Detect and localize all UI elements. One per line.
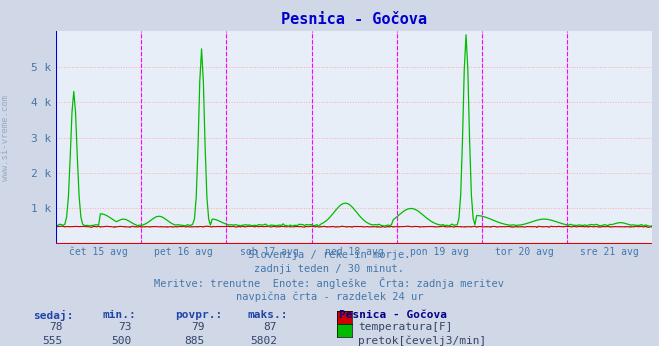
Text: Meritve: trenutne  Enote: angleške  Črta: zadnja meritev: Meritve: trenutne Enote: angleške Črta: … — [154, 277, 505, 290]
Text: navpična črta - razdelek 24 ur: navpična črta - razdelek 24 ur — [236, 291, 423, 302]
Text: sedaj:: sedaj: — [33, 310, 73, 321]
Text: Slovenija / reke in morje.: Slovenija / reke in morje. — [248, 250, 411, 260]
Text: 87: 87 — [264, 322, 277, 333]
Text: povpr.:: povpr.: — [175, 310, 222, 320]
Title: Pesnica - Gočova: Pesnica - Gočova — [281, 12, 427, 27]
Text: 5802: 5802 — [250, 336, 277, 346]
Text: 79: 79 — [191, 322, 204, 333]
Text: pretok[čevelj3/min]: pretok[čevelj3/min] — [358, 336, 487, 346]
Text: www.si-vreme.com: www.si-vreme.com — [1, 95, 10, 181]
Text: Pesnica - Gočova: Pesnica - Gočova — [339, 310, 447, 320]
Text: zadnji teden / 30 minut.: zadnji teden / 30 minut. — [254, 264, 405, 274]
Text: 78: 78 — [49, 322, 63, 333]
Text: 555: 555 — [42, 336, 63, 346]
Text: min.:: min.: — [102, 310, 136, 320]
Text: 73: 73 — [119, 322, 132, 333]
Text: maks.:: maks.: — [247, 310, 287, 320]
Text: temperatura[F]: temperatura[F] — [358, 322, 453, 333]
Text: 885: 885 — [184, 336, 204, 346]
Text: 500: 500 — [111, 336, 132, 346]
